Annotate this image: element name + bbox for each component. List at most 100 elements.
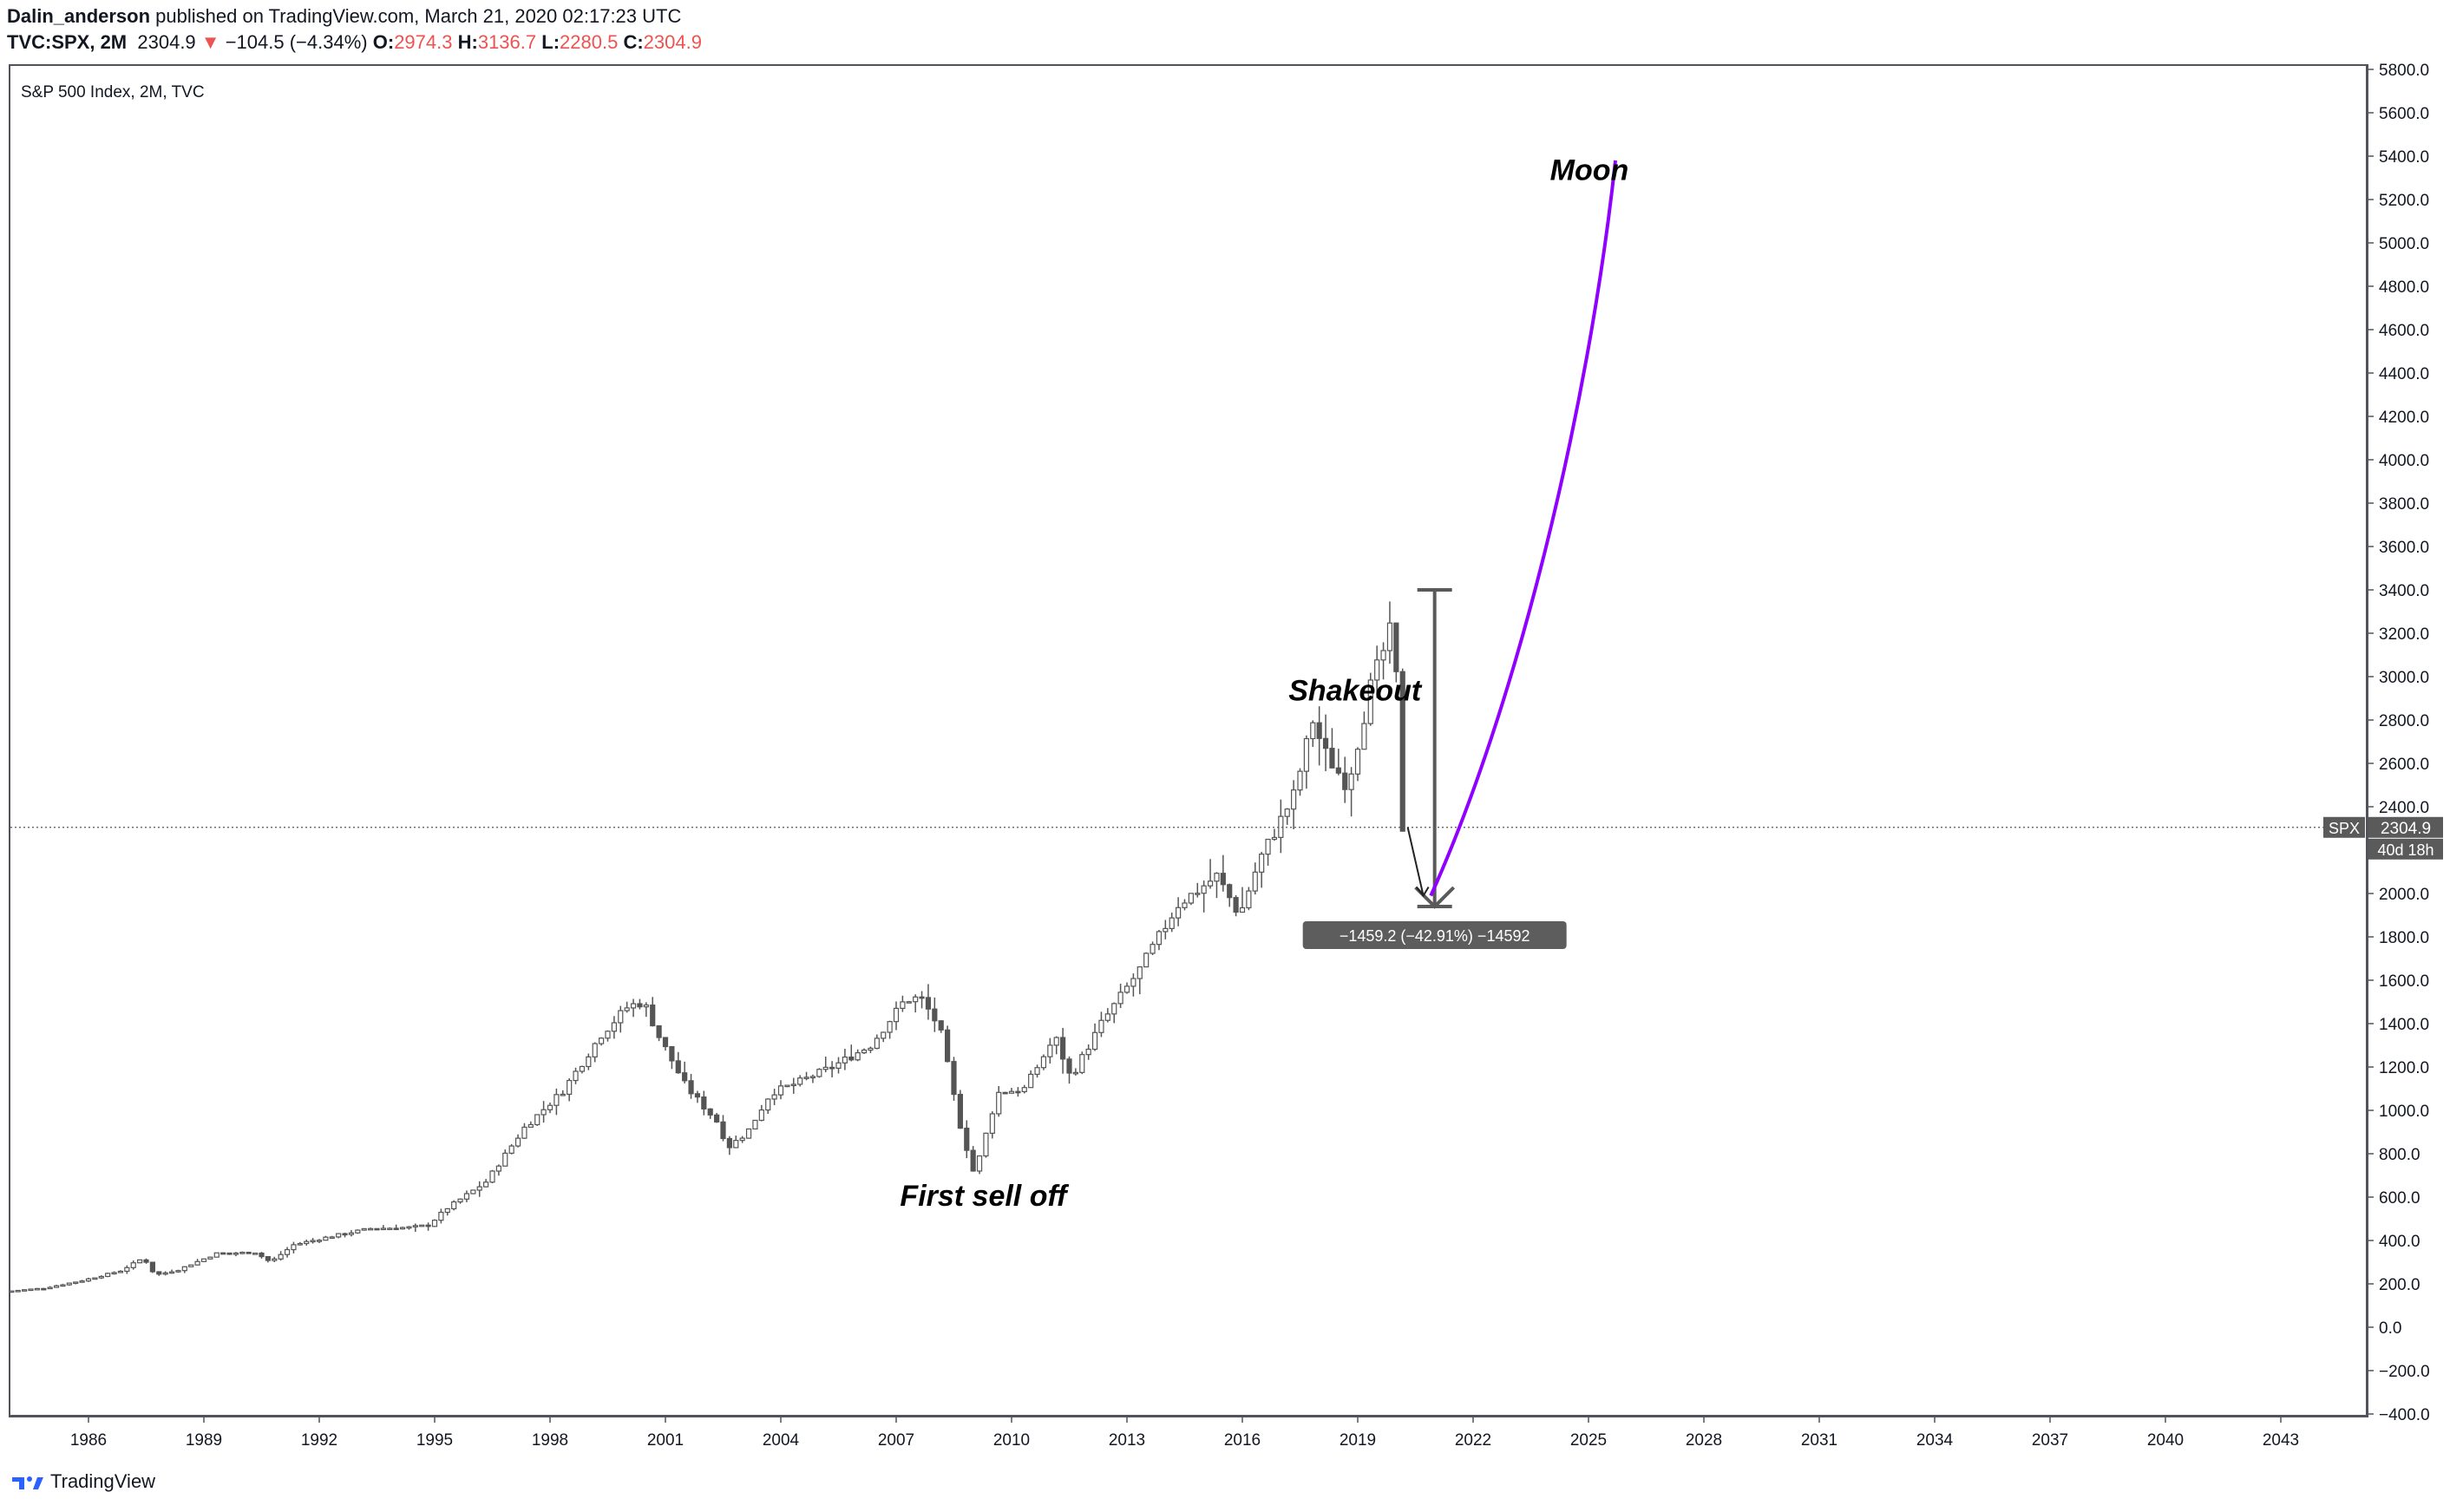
- price-tick-label: 1200.0: [2379, 1059, 2429, 1077]
- candle-body: [1265, 838, 1271, 855]
- candle-body: [412, 1225, 418, 1227]
- candle-body: [380, 1227, 386, 1231]
- candle-body: [233, 1252, 239, 1255]
- candle-body: [1104, 1013, 1110, 1021]
- price-tick-label: 4400.0: [2379, 365, 2429, 383]
- high-label: H:: [457, 31, 478, 53]
- candle-body: [938, 1020, 944, 1031]
- price-tick-label: 1000.0: [2379, 1103, 2429, 1121]
- drop-line: [1406, 827, 1425, 896]
- price-tick-label: 4800.0: [2379, 278, 2429, 297]
- candle-body: [816, 1069, 822, 1077]
- candle-body: [457, 1198, 463, 1203]
- candle-body: [1156, 931, 1163, 946]
- candle-body: [874, 1037, 880, 1050]
- candle-body: [964, 1127, 970, 1151]
- price-tick-label: 5200.0: [2379, 192, 2429, 210]
- candle-body: [567, 1079, 573, 1096]
- candle-body: [137, 1259, 143, 1264]
- candle-body: [669, 1045, 675, 1062]
- candle-body: [1380, 650, 1386, 661]
- candle-body: [1123, 985, 1130, 993]
- candle-body: [79, 1280, 85, 1283]
- author-name[interactable]: Dalin_anderson: [7, 5, 151, 27]
- candle-body: [1348, 773, 1354, 790]
- candle-body: [1291, 789, 1297, 810]
- candle-body: [861, 1049, 868, 1054]
- candle-body: [431, 1220, 438, 1227]
- candle-body: [1374, 659, 1380, 681]
- price-tick-label: 800.0: [2379, 1146, 2420, 1164]
- candle-body: [540, 1109, 547, 1116]
- candle-body: [361, 1227, 367, 1231]
- close-value: 2304.9: [643, 31, 702, 53]
- candle-body: [611, 1022, 617, 1032]
- candle-body: [168, 1271, 175, 1274]
- candle-body: [272, 1258, 278, 1261]
- candle-body: [630, 1003, 637, 1009]
- candle-body: [925, 997, 932, 1010]
- candle-body: [521, 1126, 527, 1139]
- candle-body: [707, 1108, 713, 1116]
- footer-brand[interactable]: TradingView: [10, 1470, 155, 1493]
- footer-brand-name: TradingView: [50, 1470, 156, 1492]
- candle-body: [278, 1253, 284, 1260]
- candle-body: [149, 1261, 155, 1273]
- candle-body: [483, 1181, 489, 1188]
- candle-body: [342, 1233, 348, 1236]
- candle-body: [393, 1227, 399, 1231]
- price-tick-label: 3200.0: [2379, 625, 2429, 644]
- candle-body: [53, 1285, 60, 1288]
- candle-body: [1386, 622, 1393, 651]
- annotation-label: Shakeout: [1288, 675, 1423, 708]
- publish-info: Dalin_anderson published on TradingView.…: [7, 5, 681, 28]
- candle-body: [22, 1289, 28, 1292]
- candle-body: [643, 1004, 649, 1008]
- candle-body: [842, 1056, 848, 1064]
- candle-body: [246, 1252, 252, 1254]
- candle-body: [207, 1256, 213, 1260]
- candle-body: [355, 1229, 361, 1234]
- candle-body: [618, 1010, 624, 1024]
- candle-body: [1252, 871, 1258, 892]
- candle-body: [1316, 722, 1322, 739]
- countdown-label: 40d 18h: [2377, 841, 2434, 859]
- candle-body: [239, 1252, 246, 1254]
- candle-body: [745, 1128, 752, 1139]
- candle-body: [124, 1267, 130, 1273]
- drop-arrow-icon: [1415, 886, 1430, 898]
- candle-body: [1143, 952, 1150, 968]
- candle-body: [983, 1132, 989, 1157]
- moon-projection-curve: [1429, 160, 1618, 897]
- candle-body: [688, 1080, 694, 1095]
- price-tick-label: 3400.0: [2379, 582, 2429, 600]
- low-label: L:: [541, 31, 560, 53]
- measure-label: −1459.2 (−42.91%) −14592: [1340, 927, 1530, 945]
- candle-body: [1034, 1067, 1040, 1076]
- candle-body: [1130, 978, 1137, 987]
- candle-body: [476, 1186, 482, 1191]
- candle-body: [624, 1007, 630, 1011]
- candle-body: [105, 1273, 111, 1278]
- candle-body: [1028, 1073, 1034, 1089]
- time-tick-label: 1989: [186, 1431, 222, 1450]
- price-tick-label: 200.0: [2379, 1276, 2420, 1294]
- candle-body: [291, 1244, 297, 1251]
- candle-body: [1098, 1019, 1104, 1033]
- price-tick-label: 5400.0: [2379, 148, 2429, 167]
- candle-body: [1220, 873, 1226, 886]
- time-tick-label: 2043: [2263, 1431, 2299, 1450]
- candle-body: [188, 1264, 194, 1267]
- candle-body: [220, 1252, 226, 1255]
- candle-body: [881, 1031, 887, 1039]
- candle-body: [989, 1113, 995, 1134]
- candle-body: [514, 1137, 521, 1147]
- candle-body: [1111, 1003, 1117, 1015]
- candle-body: [957, 1093, 963, 1129]
- candle-body: [1214, 873, 1220, 882]
- tradingview-logo-icon: [12, 1476, 43, 1489]
- candle-body: [1207, 880, 1214, 887]
- low-value: 2280.5: [560, 31, 619, 53]
- candle-body: [117, 1270, 124, 1273]
- candle-body: [694, 1093, 701, 1098]
